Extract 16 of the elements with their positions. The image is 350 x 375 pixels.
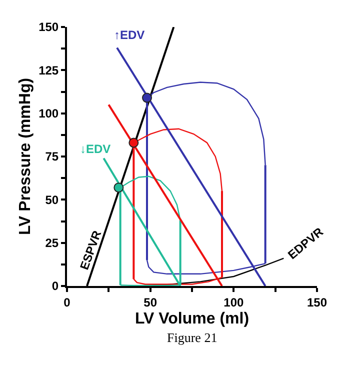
y-tick-label: 0: [52, 279, 59, 294]
y-tick-label: 75: [45, 150, 59, 164]
x-tick-label: 150: [306, 295, 328, 310]
x-tick-label: 0: [64, 295, 71, 310]
y-tick-label: 100: [38, 106, 59, 121]
y-tick-label: 125: [38, 63, 59, 78]
x-tick-label: 50: [144, 295, 158, 310]
x-tick-label: 100: [224, 295, 244, 310]
annotation: ↑EDV: [114, 28, 145, 42]
annotation: ↓EDV: [80, 142, 111, 156]
caption: Figure 21: [167, 330, 218, 345]
y-axis-title: LV Pressure (mmHg): [16, 78, 34, 236]
y-tick-label: 50: [45, 192, 59, 207]
x-axis-title: LV Volume (ml): [134, 310, 250, 328]
y-tick-label: 150: [38, 20, 59, 34]
y-tick-label: 25: [45, 236, 59, 250]
